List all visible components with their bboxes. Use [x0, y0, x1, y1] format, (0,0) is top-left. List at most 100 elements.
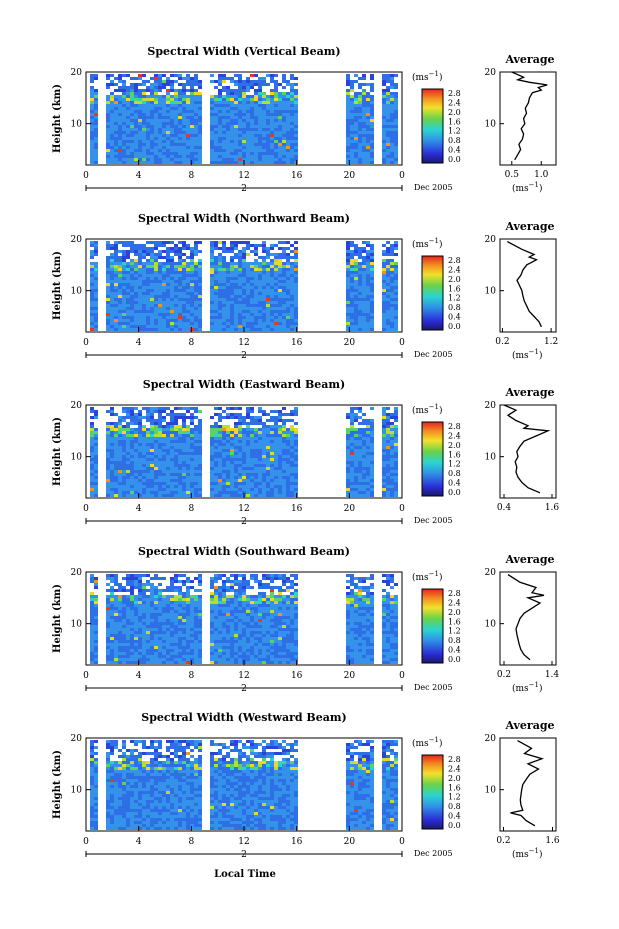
heatmap-cell	[234, 74, 238, 77]
heatmap-cell	[274, 455, 278, 458]
heatmap-cell	[146, 283, 150, 286]
heatmap-cell	[114, 467, 118, 470]
heatmap-cell	[294, 434, 298, 437]
heatmap-cell	[94, 74, 98, 77]
heatmap-cell	[150, 116, 154, 119]
heatmap-cell	[282, 289, 286, 292]
heatmap-cell	[238, 319, 242, 322]
heatmap-cell	[146, 101, 150, 104]
heatmap-cell	[166, 92, 170, 95]
x-tick-label: 8	[188, 171, 194, 181]
heatmap-cell	[190, 113, 194, 116]
heatmap-cell	[182, 440, 186, 443]
heatmap-cell	[222, 470, 226, 473]
heatmap-cell	[170, 313, 174, 316]
heatmap-cell	[150, 449, 154, 452]
heatmap-cell	[150, 452, 154, 455]
heatmap-cell	[90, 485, 94, 488]
heatmap-cell	[182, 464, 186, 467]
heatmap-cell	[126, 110, 130, 113]
heatmap-cell	[158, 155, 162, 158]
heatmap-cell	[354, 449, 358, 452]
heatmap-cell	[250, 455, 254, 458]
heatmap-cell	[350, 491, 354, 494]
heatmap-cell	[254, 83, 258, 86]
heatmap-cell	[226, 461, 230, 464]
heatmap-cell	[158, 304, 162, 307]
heatmap-cell	[362, 301, 366, 304]
heatmap-cell	[394, 452, 398, 455]
heatmap-cell	[170, 482, 174, 485]
heatmap-cell	[146, 146, 150, 149]
heatmap-cell	[174, 119, 178, 122]
heatmap-cell	[222, 482, 226, 485]
heatmap-cell	[170, 161, 174, 164]
heatmap-cell	[214, 289, 218, 292]
heatmap-cell	[350, 292, 354, 295]
heatmap-cell	[286, 80, 290, 83]
heatmap-cell	[138, 428, 142, 431]
heatmap-cell	[222, 440, 226, 443]
heatmap-cell	[218, 271, 222, 274]
heatmap-cell	[142, 431, 146, 434]
heatmap-cell	[178, 476, 182, 479]
heatmap-cell	[118, 328, 122, 331]
heatmap-cell	[278, 83, 282, 86]
heatmap-cell	[238, 74, 242, 77]
heatmap-cell	[166, 253, 170, 256]
heatmap-cell	[382, 452, 386, 455]
heatmap-cell	[214, 328, 218, 331]
heatmap-cell	[382, 83, 386, 86]
heatmap-cell	[130, 419, 134, 422]
heatmap-cell	[198, 464, 202, 467]
heatmap-cell	[382, 89, 386, 92]
heatmap-cell	[154, 158, 158, 161]
heatmap-cell	[162, 155, 166, 158]
heatmap-cell	[246, 310, 250, 313]
heatmap-cell	[238, 289, 242, 292]
heatmap-cell	[382, 467, 386, 470]
heatmap-cell	[222, 295, 226, 298]
heatmap-cell	[282, 482, 286, 485]
heatmap-cell	[390, 313, 394, 316]
heatmap-cell	[110, 95, 114, 98]
heatmap-cell	[110, 449, 114, 452]
heatmap-cell	[286, 83, 290, 86]
heatmap-cell	[282, 440, 286, 443]
heatmap-cell	[194, 488, 198, 491]
heatmap-cell	[282, 146, 286, 149]
heatmap-cell	[162, 250, 166, 253]
heatmap-cell	[214, 473, 218, 476]
heatmap-cell	[250, 437, 254, 440]
heatmap-cell	[358, 256, 362, 259]
heatmap-cell	[94, 410, 98, 413]
heatmap-cell	[242, 325, 246, 328]
heatmap-cell	[230, 310, 234, 313]
heatmap-cell	[198, 422, 202, 425]
heatmap-cell	[254, 244, 258, 247]
heatmap-cell	[386, 271, 390, 274]
heatmap-cell	[94, 304, 98, 307]
heatmap-cell	[162, 319, 166, 322]
heatmap-cell	[238, 461, 242, 464]
heatmap-cell	[294, 259, 298, 262]
x-tick-label: 0	[83, 338, 89, 348]
heatmap-cell	[114, 295, 118, 298]
heatmap-cell	[178, 449, 182, 452]
heatmap-cell	[178, 95, 182, 98]
heatmap-cell	[118, 316, 122, 319]
heatmap-cell	[246, 283, 250, 286]
heatmap-cell	[222, 152, 226, 155]
heatmap-cell	[238, 322, 242, 325]
heatmap-cell	[186, 155, 190, 158]
heatmap-cell	[246, 328, 250, 331]
heatmap-cell	[110, 143, 114, 146]
heatmap-cell	[258, 488, 262, 491]
heatmap-cell	[262, 446, 266, 449]
heatmap-cell	[170, 80, 174, 83]
heatmap-cell	[354, 307, 358, 310]
heatmap-cell	[118, 98, 122, 101]
heatmap-cell	[150, 419, 154, 422]
heatmap-cell	[222, 428, 226, 431]
heatmap-cell	[242, 416, 246, 419]
